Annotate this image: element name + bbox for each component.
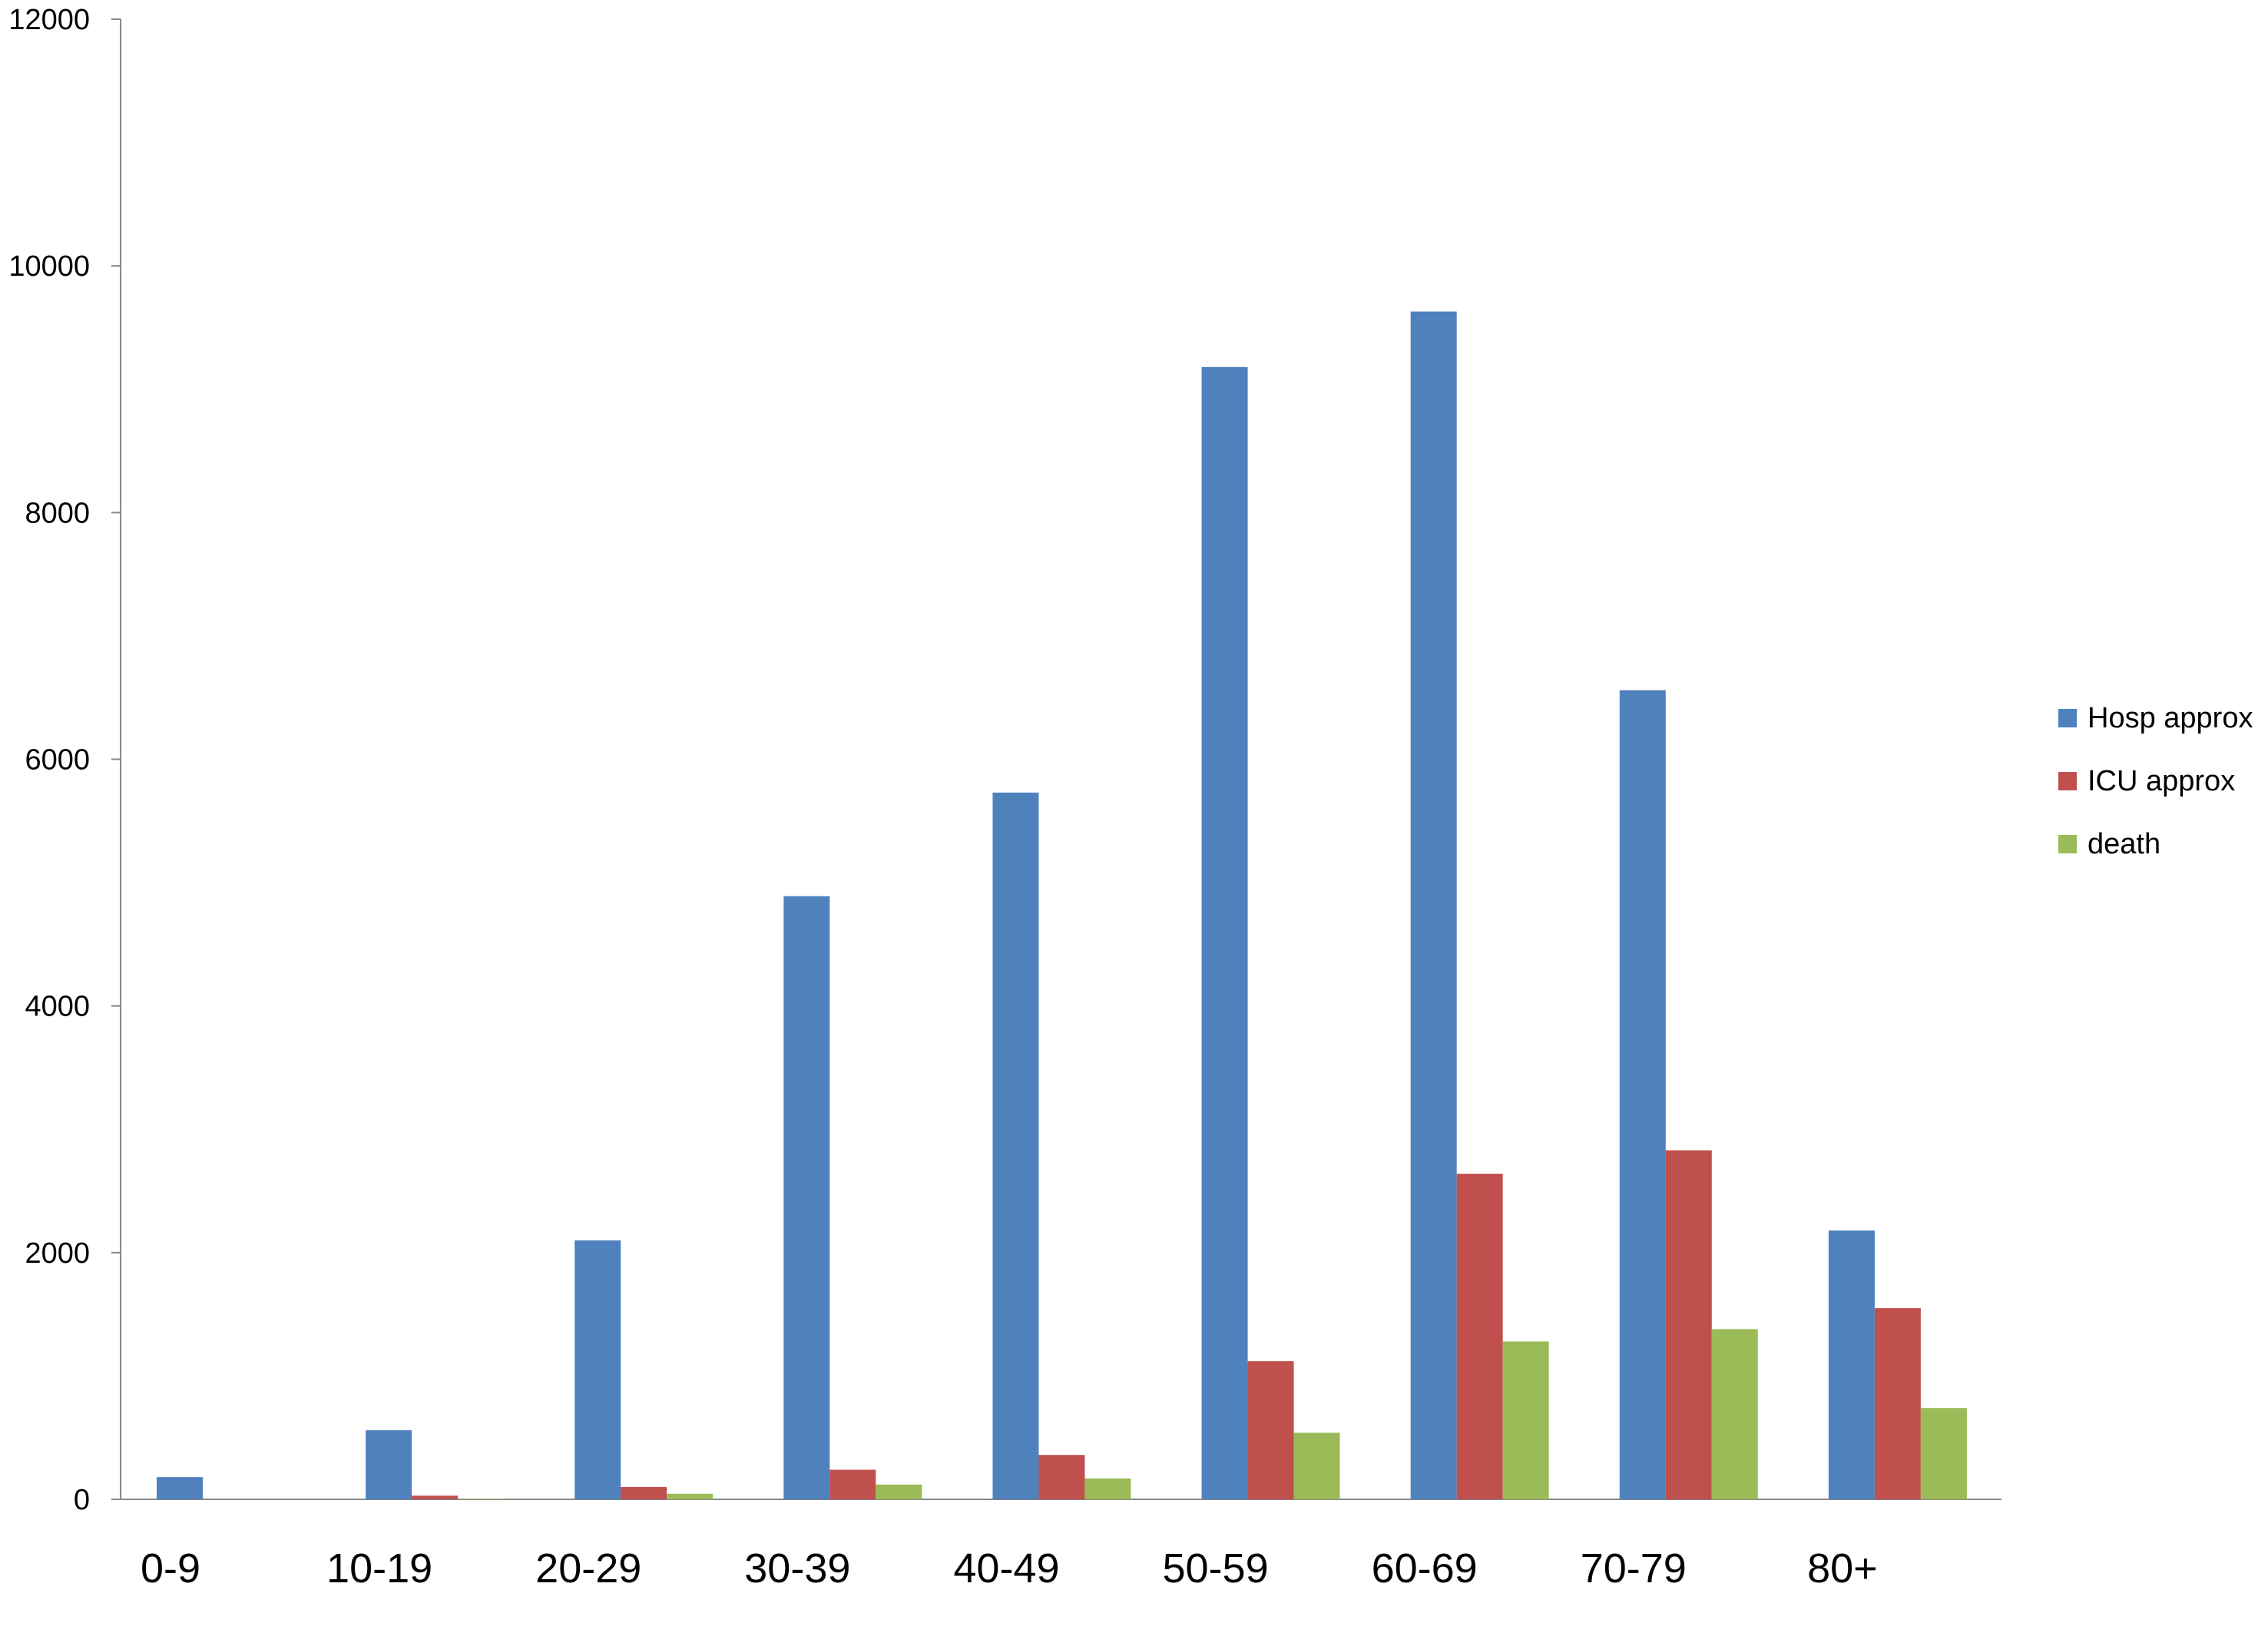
x-category-label: 40-49 [953,1545,1059,1592]
legend-label: Hosp approx [2088,702,2253,734]
x-category-label: 30-39 [744,1545,850,1592]
bar-death [1502,1341,1549,1499]
legend-swatch [2058,835,2077,853]
bar-death [1711,1329,1758,1499]
y-axis-ticks: 0 2000 4000 6000 8000 10000 12000 [8,4,121,1516]
bar-icu-approx [1247,1361,1294,1499]
bars [157,311,1967,1500]
bar-icu-approx [829,1469,876,1499]
x-category-label: 80+ [1807,1545,1878,1592]
bar-icu-approx [412,1496,459,1499]
y-tick-label: 10000 [8,250,90,283]
x-category-label: 20-29 [535,1545,641,1592]
y-tick-label: 2000 [25,1237,90,1270]
bar-death [667,1493,714,1499]
bar-death [1084,1478,1131,1499]
axes [120,19,2001,1500]
bar-hosp-approx [1828,1230,1875,1499]
bar-icu-approx [1665,1150,1712,1499]
legend-swatch [2058,772,2077,790]
x-category-label: 60-69 [1372,1545,1478,1592]
y-tick-label: 8000 [25,497,90,529]
bar-hosp-approx [366,1430,412,1499]
legend-label: death [2088,828,2160,860]
y-tick-label: 0 [74,1484,90,1516]
bar-hosp-approx [574,1240,621,1499]
x-axis-labels: 0-9 10-19 20-29 30-39 40-49 50-59 60-69 70-79 80… [141,1545,1878,1592]
x-category-label: 0-9 [141,1545,200,1592]
bar-icu-approx [621,1486,667,1499]
x-category-label: 10-19 [326,1545,432,1592]
bar-icu-approx [1456,1174,1503,1499]
y-tick-label: 4000 [25,991,90,1023]
bar-death [876,1484,922,1499]
bar-hosp-approx [1410,311,1457,1499]
bar-hosp-approx [157,1477,203,1499]
bar-hosp-approx [1619,690,1666,1500]
bar-hosp-approx [1201,366,1248,1500]
y-tick-label: 6000 [25,744,90,777]
bar-icu-approx [1038,1455,1085,1499]
bar-death [1293,1433,1340,1499]
bar-death [1920,1408,1967,1499]
legend: Hosp approx ICU approx death [2058,702,2253,860]
bar-icu-approx [1874,1308,1921,1499]
x-category-label: 70-79 [1581,1545,1687,1592]
bar-hosp-approx [783,896,830,1499]
legend-label: ICU approx [2088,765,2235,797]
bar-hosp-approx [992,792,1039,1499]
legend-swatch [2058,709,2077,727]
x-category-label: 50-59 [1162,1545,1268,1592]
y-tick-label: 12000 [8,4,90,36]
